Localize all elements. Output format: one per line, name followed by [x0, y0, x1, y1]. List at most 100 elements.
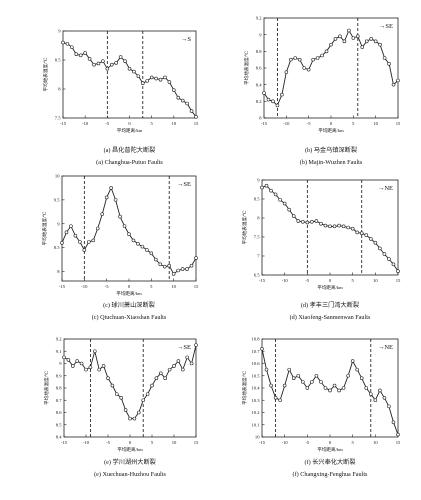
x-tick-label: 15: [396, 278, 401, 283]
panel-b: -15 -10 -5 0 5 10 15 8 8.2 8.4 8.6 8.8 9 9.2 →SE 平均距离/k…: [243, 16, 401, 166]
series-line: [62, 42, 197, 118]
data-point: [275, 103, 280, 108]
data-point: [288, 57, 293, 62]
data-point: [79, 361, 84, 366]
x-tick-label: 10: [373, 278, 378, 283]
data-point: [185, 355, 189, 360]
data-point: [282, 201, 287, 206]
x-tick-label: 10: [172, 440, 177, 445]
series-line: [261, 185, 399, 272]
data-point: [82, 248, 87, 252]
y-tick-label: 9: [57, 221, 60, 226]
direction-label: →SE: [177, 181, 191, 188]
data-point: [101, 364, 106, 368]
x-tick-label: 0: [329, 440, 332, 445]
data-point: [296, 219, 301, 223]
data-point: [273, 395, 278, 400]
data-point: [132, 69, 136, 74]
y-tick-label: 8.5: [55, 58, 61, 63]
x-axis-label: 平均距离/km: [117, 127, 143, 134]
x-tick-label: -15: [60, 121, 67, 126]
data-point: [347, 28, 351, 33]
data-point: [368, 237, 373, 241]
data-point: [69, 224, 73, 228]
x-tick-label: 5: [151, 121, 154, 126]
data-point: [70, 45, 74, 50]
y-tick-label: 9: [259, 32, 262, 37]
y-tick-label: 8.6: [256, 66, 262, 71]
x-tick-label: -5: [307, 121, 312, 126]
x-axis-label: 平均距离/km: [317, 284, 343, 291]
data-point: [189, 109, 194, 113]
x-tick-label: -10: [282, 278, 289, 283]
data-point: [74, 52, 79, 57]
y-tick-label: 8.8: [56, 386, 62, 391]
plot-frame: [61, 175, 197, 282]
data-point: [360, 45, 365, 49]
y-axis-label: 平均地表温度/℃: [41, 212, 48, 246]
x-tick-label: 10: [373, 440, 378, 445]
caption-cn: (d) 孝丰三门湾大断裂: [301, 301, 359, 309]
data-point: [93, 349, 97, 354]
data-point: [269, 383, 273, 388]
data-point: [364, 386, 369, 390]
y-tick-label: 8: [259, 116, 262, 121]
data-point: [172, 88, 176, 92]
caption-cn: (b) 马金乌镇深断裂: [305, 146, 357, 154]
data-point: [181, 367, 185, 372]
y-tick-label: 9.1: [56, 349, 62, 354]
data-point: [105, 66, 110, 71]
x-tick-label: 5: [352, 121, 355, 126]
y-tick-label: 10.5: [251, 373, 260, 378]
y-tick-label: 8: [58, 87, 61, 92]
y-tick-label: 10.3: [251, 398, 260, 403]
data-point: [342, 39, 347, 44]
plot-frame: [263, 17, 399, 119]
caption-en: (d) Xiaofeng-Sanmenwan Faults: [290, 314, 371, 321]
data-point: [128, 416, 132, 421]
data-point: [149, 251, 154, 256]
data-point: [150, 383, 154, 388]
y-tick-label: 7.5: [254, 235, 260, 240]
y-tick-label: 9.2: [256, 16, 262, 21]
data-point: [273, 192, 278, 197]
data-point: [297, 57, 302, 62]
panel-d: -15 -10 -5 0 5 10 15 6.5 7 7.5 8 8.5 9 →NE 平均距离/km 平均地表…: [241, 178, 401, 321]
y-tick-label: 8.5: [56, 422, 62, 427]
data-point: [378, 42, 382, 47]
y-tick-label: 8.2: [256, 99, 262, 104]
y-axis-label: 平均地表温度/℃: [43, 371, 50, 405]
data-point: [180, 98, 185, 103]
data-point: [118, 55, 123, 59]
data-point: [300, 380, 305, 384]
data-point: [145, 79, 150, 83]
data-point: [167, 80, 172, 84]
data-point: [154, 376, 159, 381]
data-point: [378, 246, 382, 251]
data-point: [310, 220, 314, 224]
data-point: [305, 220, 310, 225]
direction-label: →NE: [378, 344, 393, 351]
x-tick-label: -5: [105, 284, 110, 289]
data-point: [194, 343, 198, 347]
data-point: [350, 226, 355, 231]
data-point: [167, 367, 172, 372]
data-point: [84, 367, 88, 372]
data-point: [332, 383, 337, 388]
data-point: [314, 373, 319, 378]
y-tick-label: 9.2: [56, 337, 62, 342]
data-point: [391, 262, 396, 267]
data-point: [119, 395, 123, 400]
data-point: [382, 395, 387, 400]
data-point: [333, 37, 338, 41]
panel-c: -15 -10 -5 0 5 10 15 8 8.5 9 9.5 10 →SE 平均距离/km 平均地表温度…: [41, 174, 199, 321]
data-point: [373, 398, 378, 403]
y-tick-label: 10.6: [251, 361, 260, 366]
data-point: [364, 39, 369, 44]
x-tick-label: 0: [128, 121, 131, 126]
data-point: [91, 238, 96, 243]
data-point: [104, 195, 109, 200]
data-point: [262, 91, 266, 95]
direction-label: →NE: [378, 185, 393, 192]
data-point: [271, 99, 275, 104]
